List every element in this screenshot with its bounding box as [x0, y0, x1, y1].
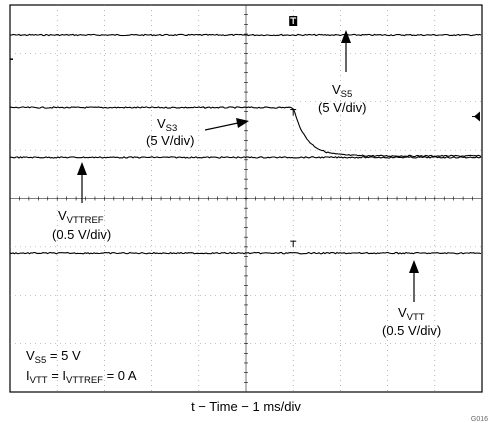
label-vs3: VS3 [157, 116, 177, 134]
label-vs5-scale: (5 V/div) [318, 100, 366, 115]
trace-vtt [9, 251, 482, 255]
trace-s5 [9, 33, 482, 37]
arrow-vs3 [204, 118, 249, 131]
trace-s3 [9, 106, 482, 158]
label-vvtt: VVTT [398, 305, 425, 323]
arrow-vvtt [409, 260, 419, 302]
scope-markers [10, 16, 480, 248]
label-vvtt-scale: (0.5 V/div) [382, 323, 441, 338]
trace-vttref [9, 156, 482, 159]
arrow-vvttref [77, 162, 87, 203]
x-axis-label: t − Time − 1 ms/div [191, 399, 301, 414]
label-vs3-scale: (5 V/div) [146, 133, 194, 148]
figure-code: G016 [471, 416, 488, 423]
label-vvttref-scale: (0.5 V/div) [52, 227, 111, 242]
scope-grid [9, 4, 483, 393]
scope-traces [9, 33, 482, 255]
condition-vs5: VS5 = 5 V [26, 348, 81, 366]
label-vs5: VS5 [332, 82, 352, 100]
label-vvttref: VVTTREF [58, 208, 104, 226]
arrow-vs5 [341, 30, 351, 72]
condition-ivtt: IVTT = IVTTREF = 0 A [26, 368, 137, 386]
